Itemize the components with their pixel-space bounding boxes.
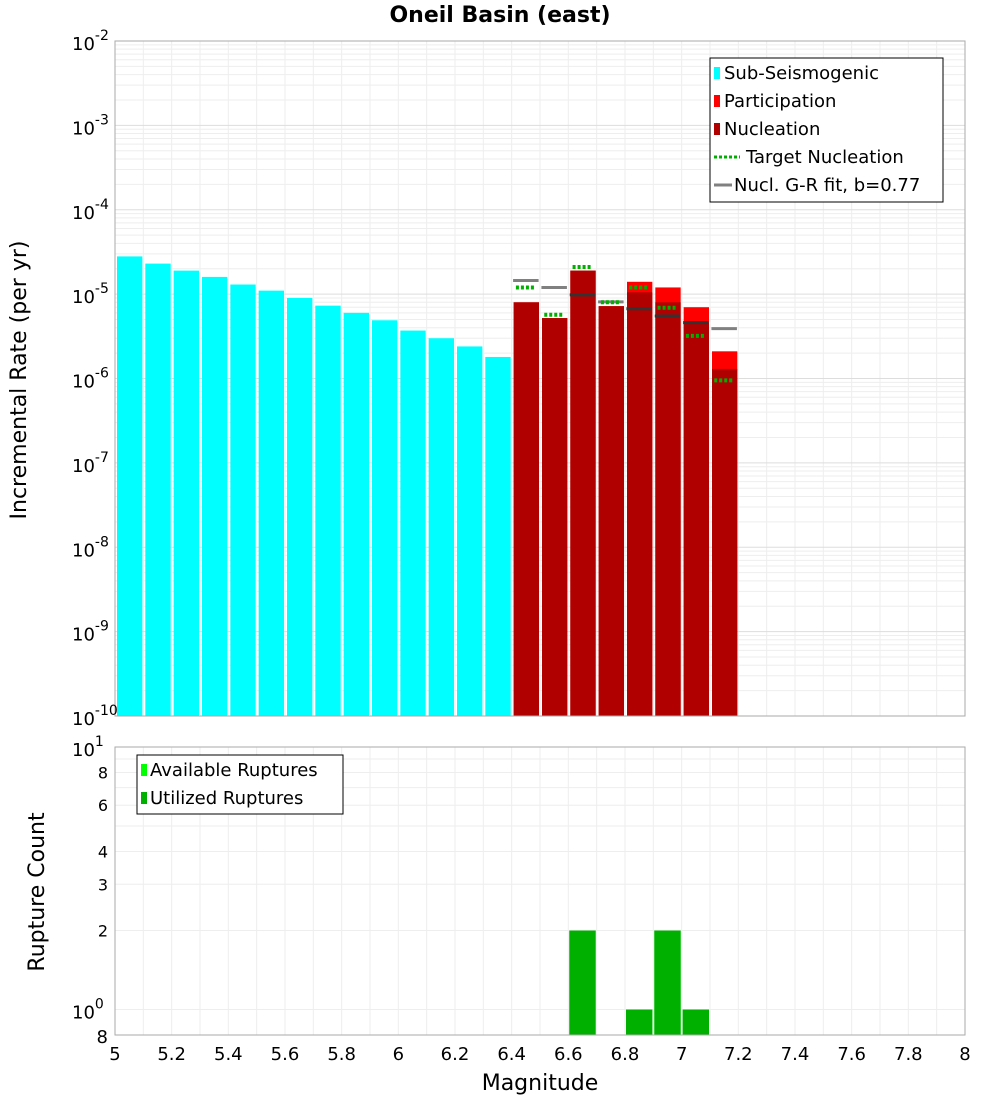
rate-y-tick-label: 10-5 xyxy=(72,281,109,308)
count-y-tick-label: 101 xyxy=(72,734,104,761)
nucleation-bar xyxy=(627,292,653,716)
sub-seismogenic-bar xyxy=(117,256,143,716)
rate-y-axis-label: Incremental Rate (per yr) xyxy=(7,241,32,520)
x-tick-label: 6.2 xyxy=(441,1044,470,1065)
rate-y-tick-label: 10-8 xyxy=(72,534,109,561)
rate-plot: 10-10 10-9 10-8 10-7 10-6 10-5 10-4 10-3 10-2 Sub… xyxy=(72,28,966,730)
count-y-tick-label: 100 xyxy=(72,997,104,1024)
sub-seismogenic-bar xyxy=(485,356,511,716)
x-tick-label: 5.2 xyxy=(157,1044,186,1065)
count-y-tick-label: 8 xyxy=(97,1027,108,1048)
sub-seismogenic-bar xyxy=(258,290,284,716)
x-tick-label: 6.8 xyxy=(611,1044,640,1065)
count-y-tick-label: 3 xyxy=(98,875,108,894)
sub-seismogenic-bar xyxy=(372,320,398,716)
rate-y-tick-label: 10-6 xyxy=(72,366,109,393)
nucleation-bar xyxy=(712,368,738,716)
nucleation-bar xyxy=(570,270,596,716)
utilized-ruptures-bar xyxy=(654,930,681,1035)
sub-seismogenic-bar xyxy=(428,338,454,716)
sub-seismogenic-bar xyxy=(173,270,199,716)
chart-title: Oneil Basin (east) xyxy=(389,3,610,28)
count-y-axis-label: Rupture Count xyxy=(25,812,50,972)
sub-seismogenic-bar xyxy=(315,305,341,716)
rate-plot-frame xyxy=(114,40,966,717)
x-tick-label: 6.6 xyxy=(554,1044,583,1065)
legend-label: Nucleation xyxy=(724,119,820,140)
legend-swatch xyxy=(714,95,720,107)
nucleation-bar xyxy=(655,302,681,716)
sub-seismogenic-bar xyxy=(145,263,171,716)
x-tick-label: 5.6 xyxy=(271,1044,300,1065)
sub-seismogenic-bar xyxy=(202,276,228,716)
x-tick-label: 7.8 xyxy=(894,1044,923,1065)
x-tick-label: 5.8 xyxy=(327,1044,356,1065)
rate-y-tick-label: 10-7 xyxy=(72,450,109,477)
legend-swatch xyxy=(714,67,720,79)
x-tick-label: 7.6 xyxy=(837,1044,866,1065)
nucleation-bar xyxy=(542,318,568,716)
count-y-tick-label: 2 xyxy=(98,922,108,941)
x-tick-label: 6 xyxy=(393,1044,404,1065)
rate-y-tick-label: 10-4 xyxy=(72,197,109,224)
legend-label: Available Ruptures xyxy=(150,760,318,781)
nucleation-bar xyxy=(598,306,624,716)
count-y-tick-label: 8 xyxy=(98,763,108,782)
legend-label: Nucl. G-R fit, b=0.77 xyxy=(734,175,920,196)
utilized-ruptures-bar xyxy=(626,1009,653,1035)
count-legend-box xyxy=(136,754,344,815)
count-legend: Available Ruptures Utilized Ruptures xyxy=(136,754,344,815)
legend-swatch xyxy=(141,764,147,776)
rupture-count-plot: 8 100 2 3 4 6 8 101 5 5.2 5.4 5.6 5.8 6 6.2 6.4 6.6 6.8 7 7… xyxy=(72,734,971,1065)
nucleation-bar xyxy=(513,302,539,716)
legend-label: Sub-Seismogenic xyxy=(724,63,879,84)
rate-y-tick-label: 10-9 xyxy=(72,619,109,646)
x-tick-label: 7 xyxy=(676,1044,687,1065)
legend-label: Utilized Ruptures xyxy=(150,788,303,809)
count-y-tick-label: 4 xyxy=(98,842,108,861)
count-y-tick-label: 6 xyxy=(98,796,108,815)
sub-seismogenic-bar xyxy=(230,284,256,716)
x-tick-label: 5.4 xyxy=(214,1044,243,1065)
utilized-ruptures-bar xyxy=(569,930,596,1035)
sub-seismogenic-bar xyxy=(343,312,369,716)
x-axis-label: Magnitude xyxy=(482,1071,599,1096)
legend-label: Participation xyxy=(724,91,836,112)
rate-y-tick-label: 10-10 xyxy=(72,703,118,730)
legend-swatch xyxy=(714,123,720,135)
rate-legend-box xyxy=(709,57,944,203)
count-plot-frame xyxy=(114,746,966,1036)
rate-y-tick-label: 10-3 xyxy=(72,112,109,139)
rate-legend: Sub-Seismogenic Participation Nucleation Ta… xyxy=(709,57,944,203)
sub-seismogenic-bar xyxy=(287,297,313,716)
x-tick-label: 8 xyxy=(959,1044,970,1065)
legend-swatch xyxy=(141,792,147,804)
x-tick-label: 7.4 xyxy=(781,1044,810,1065)
x-tick-label: 6.4 xyxy=(497,1044,526,1065)
x-tick-label: 5 xyxy=(109,1044,120,1065)
utilized-ruptures-bar xyxy=(682,1009,709,1035)
nucleation-bar xyxy=(683,322,709,716)
sub-seismogenic-bar xyxy=(457,346,483,716)
rate-y-tick-label: 10-2 xyxy=(72,28,109,55)
x-tick-label: 7.2 xyxy=(724,1044,753,1065)
sub-seismogenic-bar xyxy=(400,330,426,716)
legend-label: Target Nucleation xyxy=(745,147,904,168)
